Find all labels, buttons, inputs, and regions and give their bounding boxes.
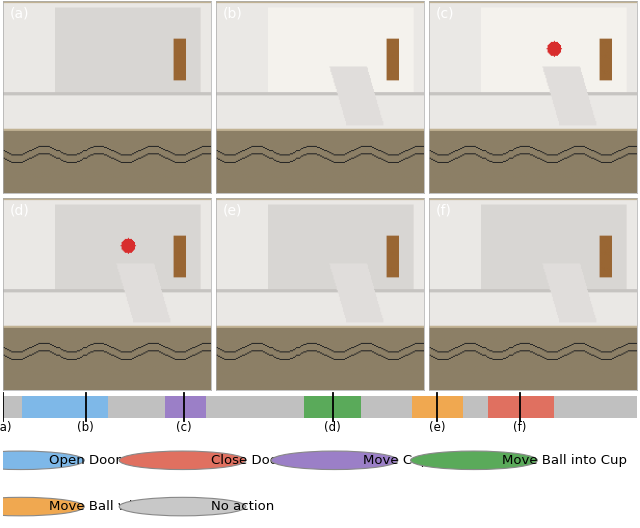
Text: (c): (c) [176,421,191,433]
Text: Open Door: Open Door [49,454,122,467]
Text: (e): (e) [429,421,445,433]
Bar [164,396,206,418]
Bar [124,396,184,418]
Text: Move Cup: Move Cup [363,454,429,467]
Bar [108,396,124,418]
Text: No action: No action [211,500,275,513]
Text: (f): (f) [435,204,451,218]
Circle shape [271,451,398,469]
Text: (f): (f) [513,421,526,433]
Text: (b): (b) [77,421,94,433]
Circle shape [0,497,84,516]
Bar [304,396,361,418]
Text: (c): (c) [435,7,454,21]
Bar [206,396,304,418]
Circle shape [119,451,246,469]
Bar [554,396,637,418]
Circle shape [0,451,84,469]
Bar [412,396,463,418]
Bar [463,396,488,418]
Bar [22,396,108,418]
Bar [3,396,637,418]
Text: (d): (d) [324,421,341,433]
Text: Move Ball into Cup: Move Ball into Cup [502,454,627,467]
Circle shape [119,497,246,516]
Bar [488,396,554,418]
Text: (d): (d) [10,204,29,218]
Text: (a): (a) [10,7,29,21]
Text: Move Ball with Cup: Move Ball with Cup [49,500,177,513]
Text: (b): (b) [222,7,242,21]
Text: Close Door: Close Door [211,454,284,467]
Text: (a): (a) [0,421,12,433]
Circle shape [411,451,538,469]
Bar [361,396,412,418]
Bar [3,396,22,418]
Text: (e): (e) [222,204,242,218]
